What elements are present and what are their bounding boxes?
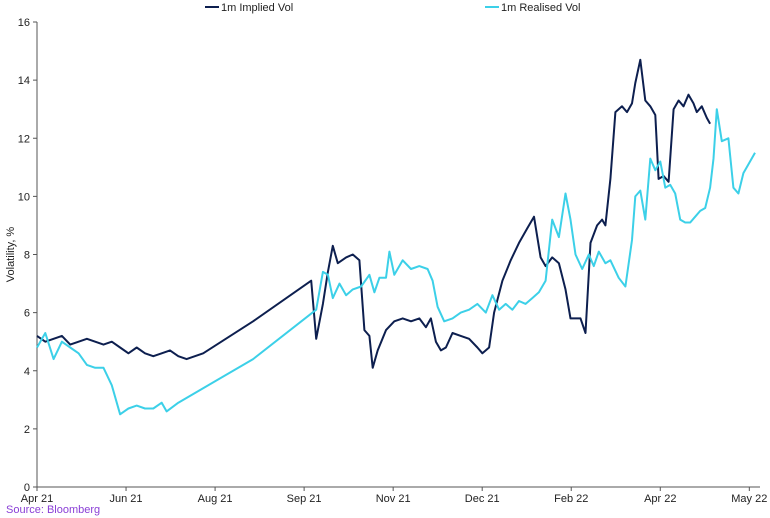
series-layer — [36, 58, 756, 416]
x-tick-label: Aug 21 — [198, 493, 233, 505]
y-tick-label: 0 — [24, 482, 30, 494]
x-tick-label: Nov 21 — [376, 493, 411, 505]
y-tick-label: 6 — [24, 308, 30, 320]
series-line-implied-vol — [36, 58, 711, 369]
y-tick-label: 16 — [18, 17, 30, 29]
series-line-realised-vol — [36, 108, 756, 416]
y-axis: 0 2 4 6 8 10 12 14 16 — [18, 17, 38, 494]
legend-label: 1m Realised Vol — [501, 2, 581, 14]
y-tick-label: 14 — [18, 75, 30, 87]
y-tick-label: 10 — [18, 191, 30, 203]
x-tick-label: Apr 21 — [21, 493, 53, 505]
y-tick-label: 12 — [18, 133, 30, 145]
x-tick-label: May 22 — [731, 493, 767, 505]
legend: 1m Implied Vol 1m Realised Vol — [205, 2, 581, 14]
x-tick-label: Dec 21 — [465, 493, 500, 505]
legend-label: 1m Implied Vol — [221, 2, 293, 14]
x-tick-label: Sep 21 — [287, 493, 322, 505]
source-note: Source: Bloomberg — [6, 504, 101, 516]
y-tick-label: 4 — [24, 366, 30, 378]
x-tick-label: Jun 21 — [110, 493, 143, 505]
y-tick-label: 8 — [24, 250, 30, 262]
x-tick-label: Apr 22 — [644, 493, 676, 505]
x-tick-label: Feb 22 — [554, 493, 588, 505]
x-axis: Apr 21 Jun 21 Aug 21 Sep 21 Nov 21 Dec 21 Feb … — [21, 486, 767, 505]
y-tick-label: 2 — [24, 424, 30, 436]
y-axis-title: Volatility, % — [5, 227, 17, 283]
